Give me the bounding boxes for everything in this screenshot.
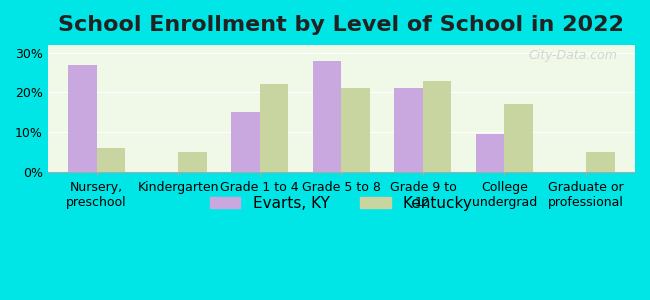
- Bar: [476, 134, 504, 172]
- Bar: [341, 88, 370, 172]
- Legend: Evarts, KY, Kentucky: Evarts, KY, Kentucky: [204, 190, 479, 217]
- Bar: [586, 152, 615, 172]
- Bar: [231, 112, 260, 172]
- Bar: [423, 80, 452, 172]
- Bar: [97, 148, 125, 172]
- Bar: [504, 104, 533, 172]
- Bar: [178, 152, 207, 172]
- Title: School Enrollment by Level of School in 2022: School Enrollment by Level of School in …: [58, 15, 624, 35]
- Bar: [313, 61, 341, 172]
- Bar: [260, 85, 289, 172]
- Bar: [68, 65, 97, 172]
- Bar: [395, 88, 423, 172]
- Text: City-Data.com: City-Data.com: [528, 49, 618, 62]
